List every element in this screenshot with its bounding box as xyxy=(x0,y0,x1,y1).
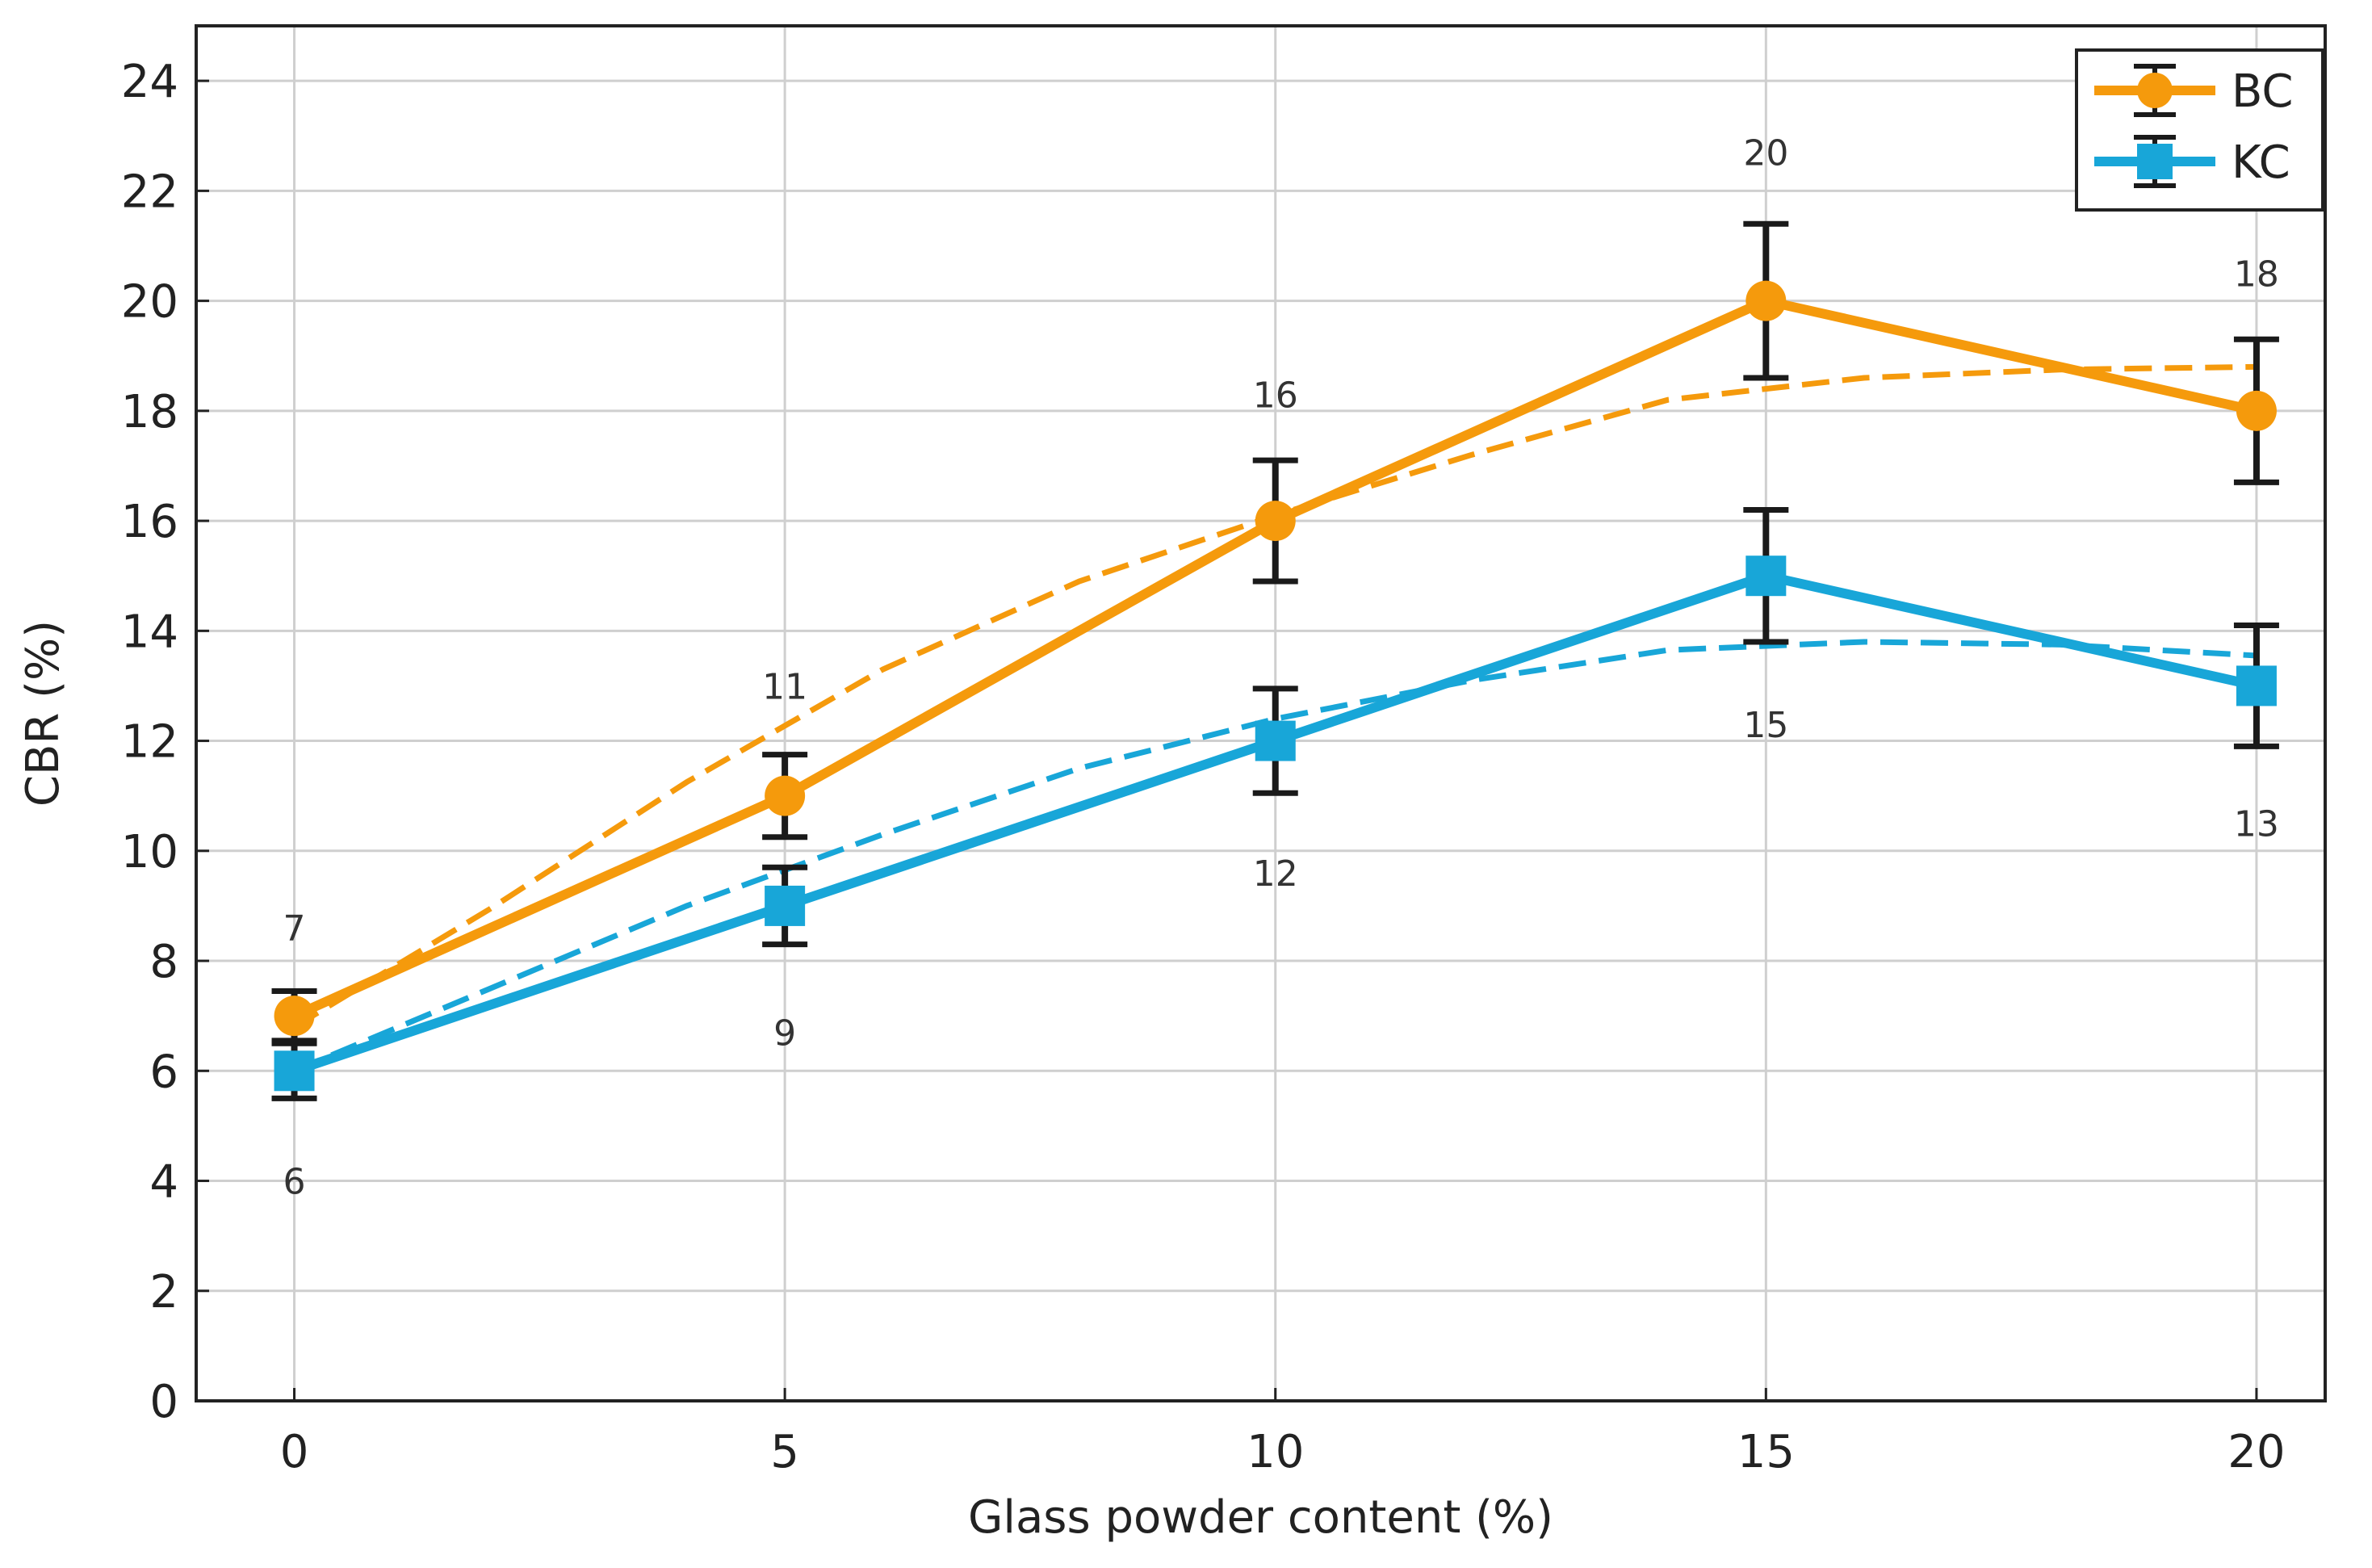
x-tick-label: 10 xyxy=(1247,1426,1304,1478)
series-kc xyxy=(271,506,2279,1101)
y-tick-label: 6 xyxy=(149,1046,178,1098)
data-label-bc: 11 xyxy=(762,666,807,707)
data-label-bc: 20 xyxy=(1743,133,1788,174)
plot-area-frame xyxy=(195,24,2327,1402)
data-point-bc xyxy=(274,996,315,1037)
data-point-kc xyxy=(274,1050,315,1092)
series-layer xyxy=(271,220,2279,1101)
legend-item-bc: BC xyxy=(2094,64,2294,118)
legend-label-bc: BC xyxy=(2232,65,2294,118)
data-point-kc xyxy=(765,885,806,926)
x-axis-title: Glass powder content (%) xyxy=(968,1491,1553,1544)
data-point-bc xyxy=(1255,501,1296,542)
x-axis: 0 5 10 15 20 xyxy=(280,1388,2286,1478)
data-label-kc: 12 xyxy=(1253,853,1298,895)
data-label-bc: 7 xyxy=(283,908,306,950)
data-point-kc xyxy=(1745,556,1787,597)
y-tick-label: 2 xyxy=(149,1266,178,1319)
legend-marker-kc xyxy=(2137,144,2173,179)
data-label-bc: 16 xyxy=(1253,375,1298,416)
legend-item-kc: KC xyxy=(2094,135,2290,189)
x-tick-label: 0 xyxy=(280,1426,309,1478)
y-tick-label: 12 xyxy=(121,716,178,769)
legend: BC KC xyxy=(2075,48,2324,212)
legend-box xyxy=(2075,48,2324,212)
x-tick-label: 20 xyxy=(2227,1426,2285,1478)
data-label-kc: 15 xyxy=(1743,705,1788,746)
data-point-bc xyxy=(2236,390,2277,431)
x-tick-label: 15 xyxy=(1737,1426,1795,1478)
data-point-kc xyxy=(1255,720,1296,761)
data-label-kc: 13 xyxy=(2234,804,2279,845)
y-tick-label: 14 xyxy=(121,606,178,658)
y-axis-title: CBR (%) xyxy=(17,620,69,807)
y-tick-label: 24 xyxy=(121,56,178,108)
legend-label-kc: KC xyxy=(2232,136,2290,189)
data-point-bc xyxy=(765,775,806,816)
y-tick-label: 10 xyxy=(121,826,178,878)
y-tick-label: 18 xyxy=(121,386,178,438)
y-tick-label: 8 xyxy=(149,936,178,988)
y-tick-label: 4 xyxy=(149,1156,178,1209)
y-tick-label: 22 xyxy=(121,166,178,218)
data-label-kc: 9 xyxy=(773,1013,796,1054)
data-point-bc xyxy=(1745,280,1787,321)
data-label-bc: 18 xyxy=(2234,254,2279,296)
y-tick-label: 20 xyxy=(121,276,178,329)
data-point-kc xyxy=(2236,665,2277,706)
data-labels-layer: 7 11 16 20 18 6 9 12 15 13 xyxy=(283,133,2279,1203)
trend-line-kc xyxy=(293,639,2257,1074)
legend-marker-bc xyxy=(2137,73,2173,108)
y-tick-label: 0 xyxy=(149,1376,178,1428)
y-tick-label: 16 xyxy=(121,496,178,548)
data-label-kc: 6 xyxy=(283,1162,306,1203)
plot-grid xyxy=(196,26,2325,1402)
x-tick-label: 5 xyxy=(770,1426,799,1478)
